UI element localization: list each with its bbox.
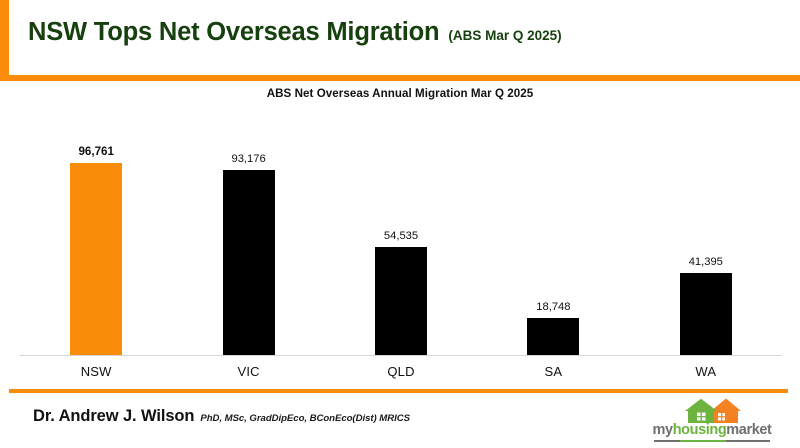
page-title: NSW Tops Net Overseas Migration bbox=[28, 18, 440, 46]
bar-group-nsw: 96,761 bbox=[21, 115, 171, 355]
logo-underline bbox=[654, 440, 770, 442]
bar-nsw[interactable] bbox=[70, 163, 123, 355]
x-axis-label-sa: SA bbox=[544, 364, 563, 379]
chart-region: ABS Net Overseas Annual Migration Mar Q … bbox=[0, 81, 800, 390]
logo-word-market: market bbox=[726, 422, 772, 438]
x-axis-label-wa: WA bbox=[695, 364, 717, 379]
bar-wa[interactable] bbox=[679, 273, 732, 355]
myhousingmarket-logo[interactable]: myhousingmarket bbox=[648, 398, 776, 444]
bar-chart-plot: 96,761 NSW 93,176 VIC 54,535 QLD 18,748 SA 41,39… bbox=[0, 81, 800, 390]
slide-footer: Dr. Andrew J. Wilson PhD, MSc, GradDipEc… bbox=[0, 393, 800, 448]
house-roofs-icon bbox=[685, 398, 741, 423]
bar-group-vic: 93,176 bbox=[174, 115, 324, 355]
bar-sa[interactable] bbox=[527, 318, 580, 355]
header-left-accent-bar bbox=[0, 0, 9, 81]
slide-header: NSW Tops Net Overseas Migration (ABS Mar… bbox=[0, 0, 800, 81]
author-name: Dr. Andrew J. Wilson bbox=[33, 407, 195, 425]
page-subtitle: (ABS Mar Q 2025) bbox=[448, 28, 562, 43]
bar-value-label-nsw: 96,761 bbox=[78, 145, 114, 159]
bar-vic[interactable] bbox=[222, 170, 275, 355]
footer-divider bbox=[9, 389, 788, 393]
bar-column: 54,535 bbox=[326, 115, 476, 355]
header-text-group: NSW Tops Net Overseas Migration (ABS Mar… bbox=[28, 18, 562, 46]
bar-group-sa: 18,748 bbox=[478, 115, 628, 355]
logo-wordmark: myhousingmarket bbox=[648, 422, 776, 439]
chart-axis-line bbox=[20, 355, 782, 356]
x-axis-label-vic: VIC bbox=[237, 364, 260, 379]
x-axis-label-qld: QLD bbox=[387, 364, 415, 379]
bar-column: 93,176 bbox=[174, 115, 324, 355]
bar-group-wa: 41,395 bbox=[631, 115, 781, 355]
bar-value-label-vic: 93,176 bbox=[231, 152, 266, 165]
bar-value-label-sa: 18,748 bbox=[536, 300, 571, 313]
x-axis-label-nsw: NSW bbox=[80, 364, 112, 379]
bar-column: 41,395 bbox=[631, 115, 781, 355]
byline: Dr. Andrew J. Wilson PhD, MSc, GradDipEc… bbox=[33, 407, 410, 426]
bar-column: 18,748 bbox=[478, 115, 628, 355]
logo-word-my: my bbox=[652, 422, 674, 438]
logo-word-housing: housing bbox=[672, 422, 727, 438]
bar-column: 96,761 bbox=[21, 115, 171, 355]
author-credentials: PhD, MSc, GradDipEco, BConEco(Dist) MRIC… bbox=[200, 413, 410, 424]
chart-title: ABS Net Overseas Annual Migration Mar Q … bbox=[266, 87, 534, 100]
bar-value-label-qld: 54,535 bbox=[383, 229, 419, 242]
bar-qld[interactable] bbox=[375, 247, 427, 355]
bar-value-label-wa: 41,395 bbox=[688, 255, 723, 268]
bar-group-qld: 54,535 bbox=[326, 115, 476, 355]
header-bottom-accent-bar bbox=[9, 75, 800, 81]
